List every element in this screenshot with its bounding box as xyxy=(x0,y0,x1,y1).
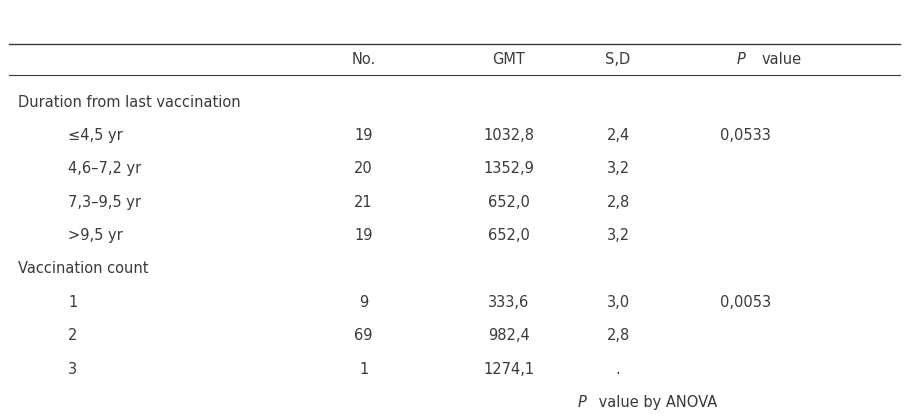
Text: 2,8: 2,8 xyxy=(606,195,630,210)
Text: 333,6: 333,6 xyxy=(488,295,530,310)
Text: value by ANOVA: value by ANOVA xyxy=(594,395,717,410)
Text: 3,2: 3,2 xyxy=(606,228,630,243)
Text: .: . xyxy=(615,362,621,377)
Text: 1352,9: 1352,9 xyxy=(484,161,534,176)
Text: 4,6–7,2 yr: 4,6–7,2 yr xyxy=(68,161,142,176)
Text: 1: 1 xyxy=(68,295,77,310)
Text: 19: 19 xyxy=(355,228,373,243)
Text: 20: 20 xyxy=(355,161,373,176)
Text: GMT: GMT xyxy=(493,52,525,67)
Text: Duration from last vaccination: Duration from last vaccination xyxy=(18,95,241,110)
Text: 652,0: 652,0 xyxy=(488,195,530,210)
Text: 21: 21 xyxy=(355,195,373,210)
Text: 3,2: 3,2 xyxy=(606,161,630,176)
Text: value: value xyxy=(762,52,802,67)
Text: 1274,1: 1274,1 xyxy=(484,362,534,377)
Text: 2: 2 xyxy=(68,328,77,343)
Text: 19: 19 xyxy=(355,128,373,143)
Text: 2,8: 2,8 xyxy=(606,328,630,343)
Text: 652,0: 652,0 xyxy=(488,228,530,243)
Text: S,D: S,D xyxy=(605,52,631,67)
Text: 2,4: 2,4 xyxy=(606,128,630,143)
Text: 7,3–9,5 yr: 7,3–9,5 yr xyxy=(68,195,141,210)
Text: ≤4,5 yr: ≤4,5 yr xyxy=(68,128,123,143)
Text: 69: 69 xyxy=(355,328,373,343)
Text: Vaccination count: Vaccination count xyxy=(18,261,149,276)
Text: No.: No. xyxy=(352,52,375,67)
Text: 0,0053: 0,0053 xyxy=(720,295,771,310)
Text: 0,0533: 0,0533 xyxy=(720,128,771,143)
Text: 3,0: 3,0 xyxy=(606,295,630,310)
Text: P: P xyxy=(577,395,586,410)
Text: 9: 9 xyxy=(359,295,368,310)
Text: P: P xyxy=(736,52,745,67)
Text: 3: 3 xyxy=(68,362,77,377)
Text: 1032,8: 1032,8 xyxy=(484,128,534,143)
Text: 982,4: 982,4 xyxy=(488,328,530,343)
Text: 1: 1 xyxy=(359,362,368,377)
Text: >9,5 yr: >9,5 yr xyxy=(68,228,123,243)
